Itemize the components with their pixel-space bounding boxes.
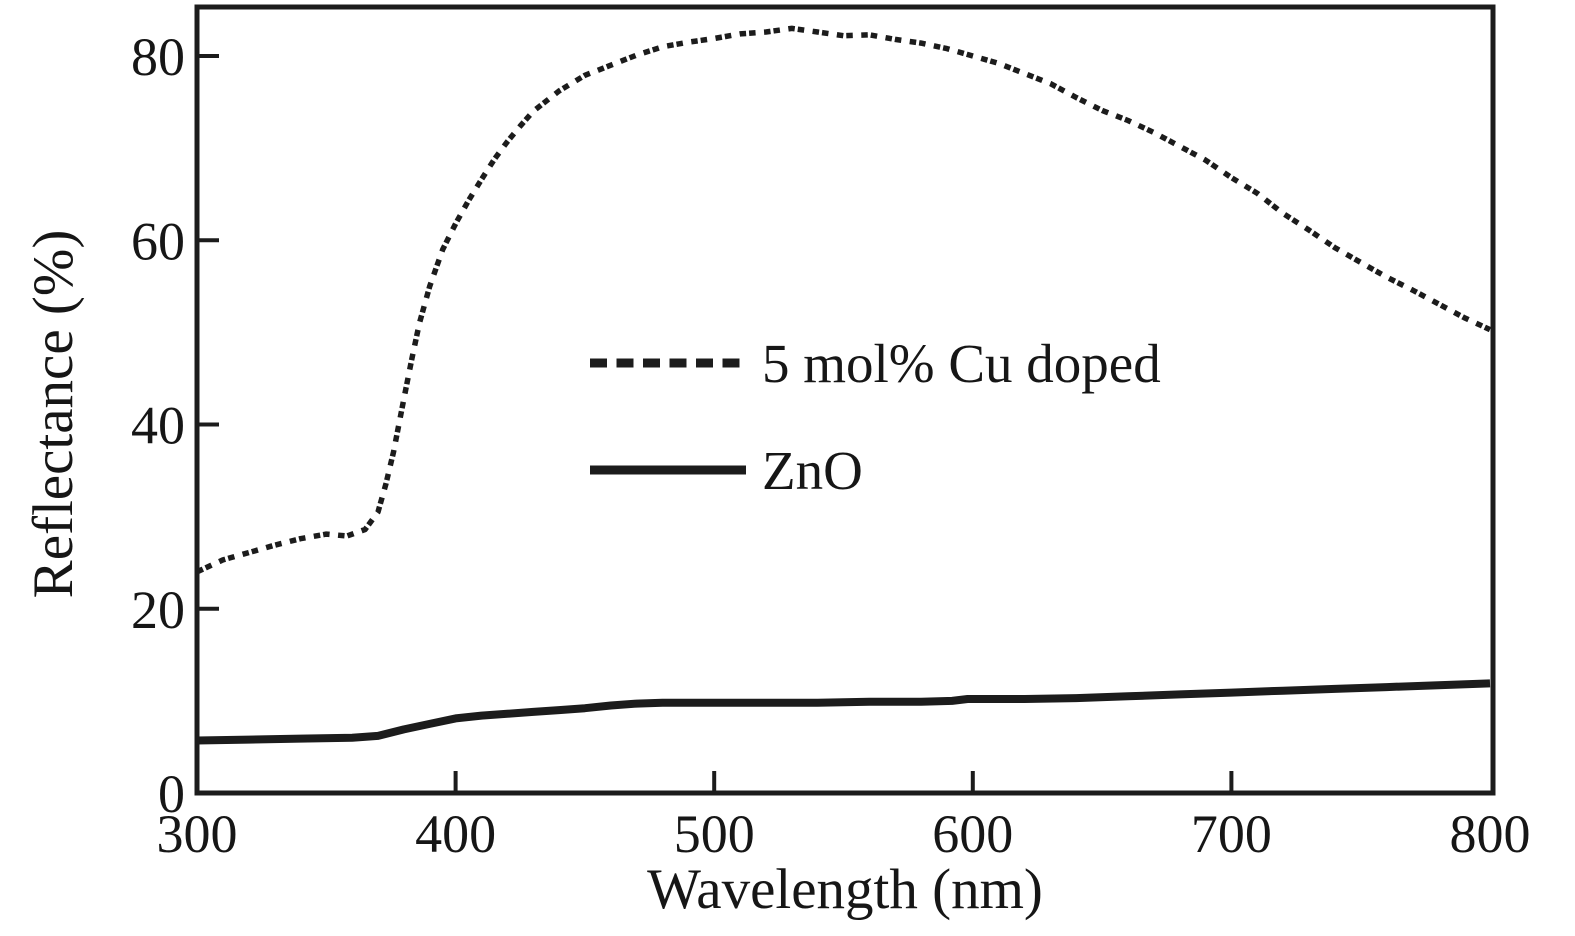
legend-label-zno: ZnO [762,440,863,501]
x-tick-label-500: 500 [674,804,755,864]
y-tick-label-20: 20 [131,580,185,640]
axis-ticks [199,54,1234,791]
series-line-5-mol-cu-doped [195,25,1492,575]
y-tick-label-40: 40 [131,396,185,456]
data-series-layer [195,25,1492,745]
axis-tick-labels: 300 400 500 600 700 800 0 20 40 60 80 [131,27,1531,864]
y-axis-title: Reflectance (%) [22,230,85,599]
series-line-zno [196,679,1491,745]
y-tick-label-80: 80 [131,27,185,87]
y-tick-label-0: 0 [158,764,185,824]
x-tick-label-400: 400 [415,804,496,864]
y-tick-label-60: 60 [131,211,185,271]
plot-frame [194,4,1496,796]
x-tick-label-300: 300 [157,804,238,864]
x-tick-label-600: 600 [932,804,1013,864]
legend: 5 mol% Cu doped ZnO [590,333,1161,501]
x-tick-label-800: 800 [1450,804,1531,864]
legend-label-cu-doped: 5 mol% Cu doped [762,333,1161,394]
x-axis-title: Wavelength (nm) [647,858,1043,921]
x-tick-label-700: 700 [1191,804,1272,864]
